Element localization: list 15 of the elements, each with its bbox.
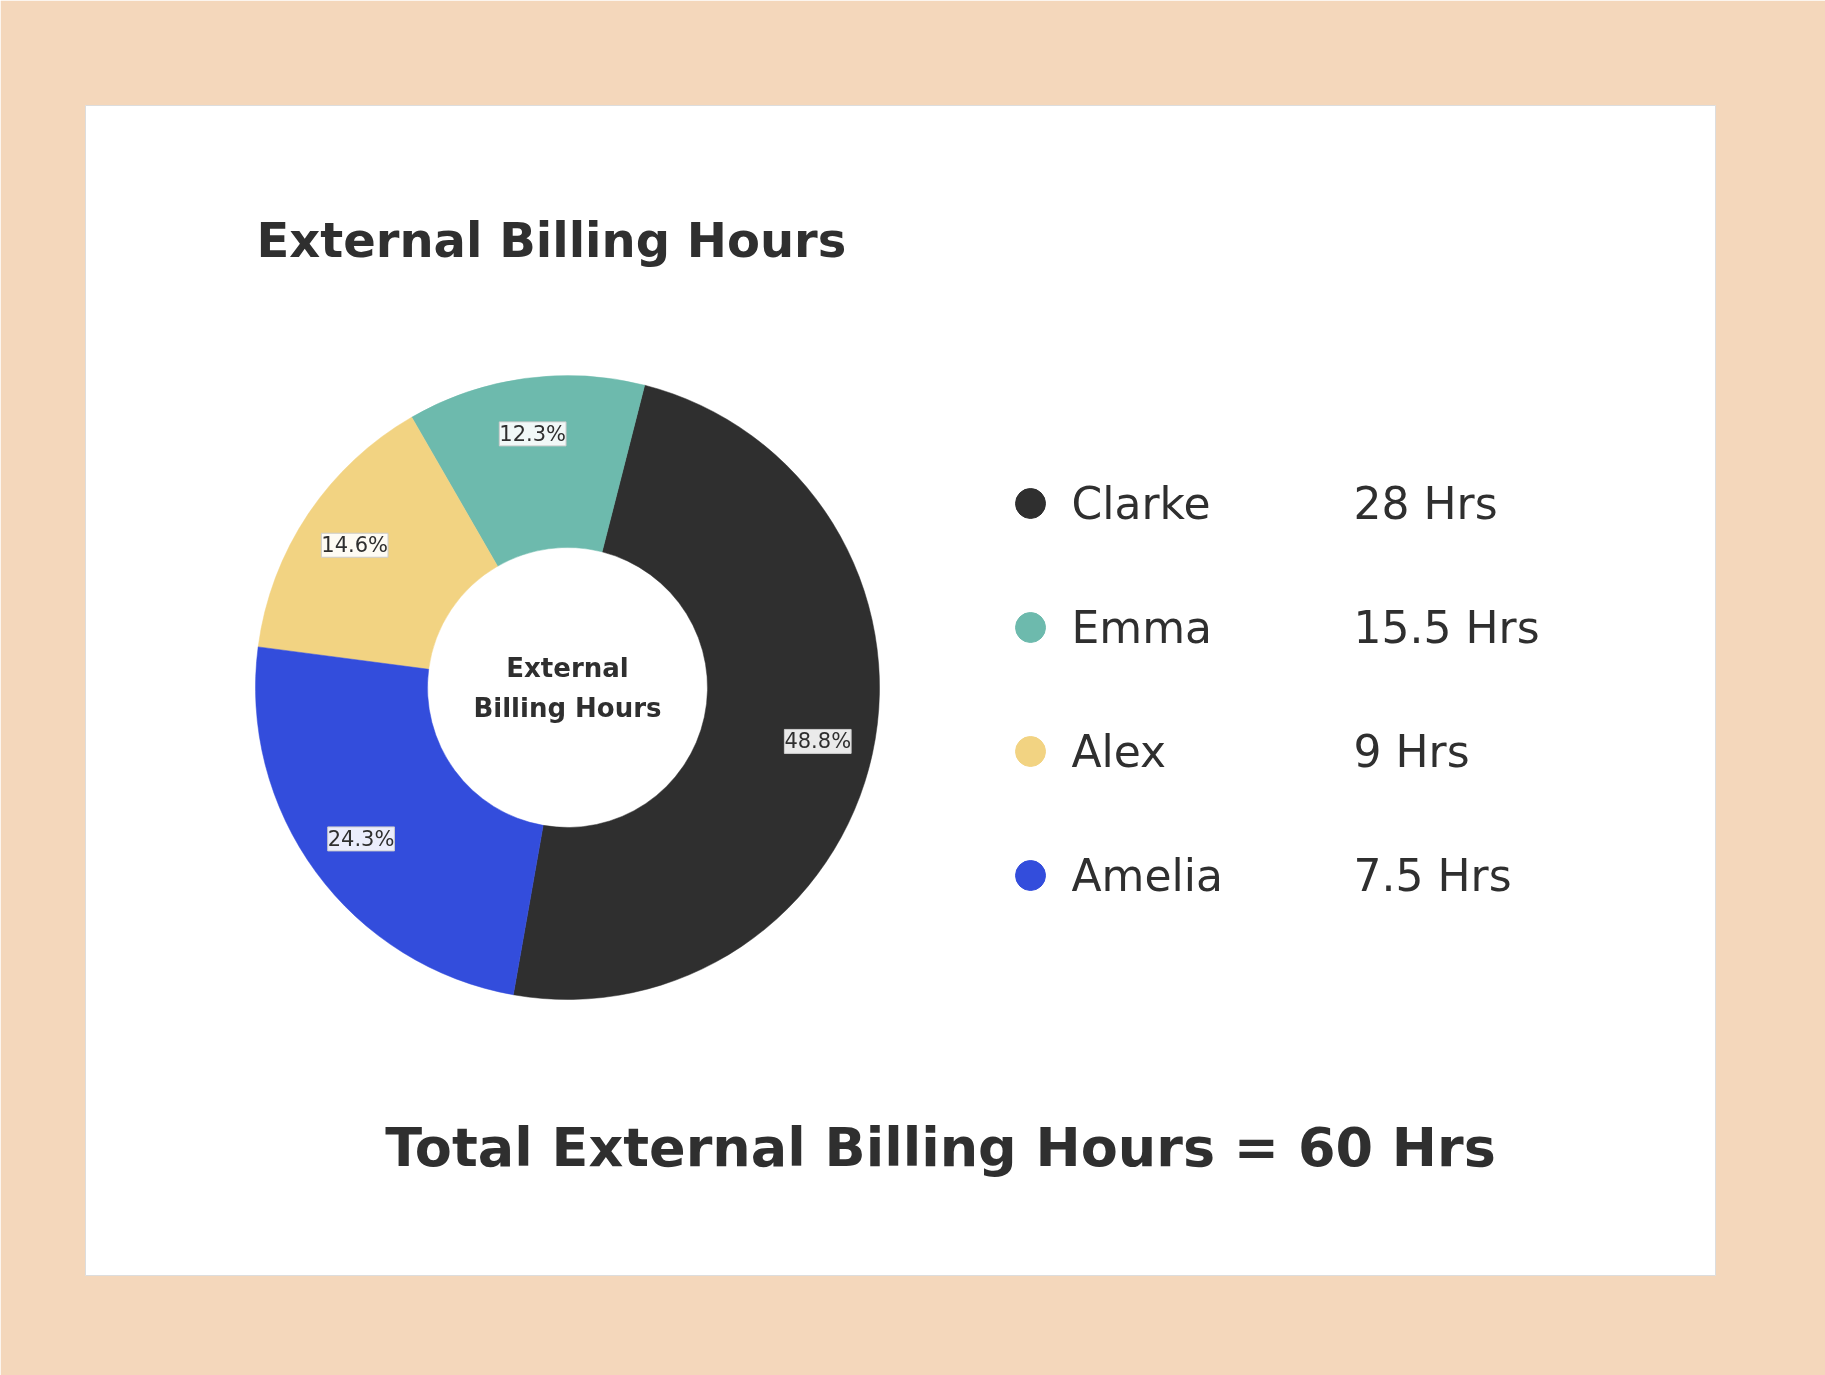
data-label: 14.6% — [321, 533, 389, 558]
text: 15.5 Hrs — [1353, 602, 1540, 653]
legend-label: Alex — [1071, 726, 1167, 777]
text: External Billing Hours — [473, 652, 662, 723]
legend-label: Emma — [1071, 602, 1212, 653]
data-label: 12.3% — [499, 421, 567, 446]
data-label: 24.3% — [327, 826, 395, 851]
text: 7.5 Hrs — [1353, 850, 1512, 901]
legend-label: Amelia — [1071, 850, 1223, 901]
text: 28 Hrs — [1353, 478, 1498, 529]
chart-title: External Billing Hours — [256, 211, 847, 268]
text: 9 Hrs — [1353, 726, 1470, 777]
data-label: 48.8% — [784, 729, 852, 754]
legend-label: Clarke — [1071, 478, 1211, 529]
text: Total External Billing Hours = 60 Hrs — [385, 1116, 1496, 1179]
